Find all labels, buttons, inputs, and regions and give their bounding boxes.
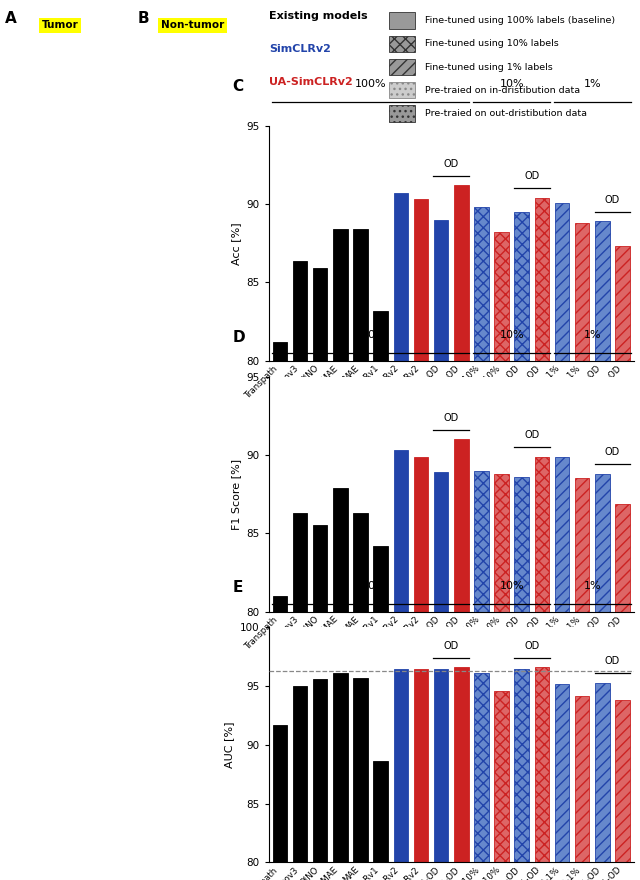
Text: SimCLRv2: SimCLRv2 [269, 44, 331, 55]
Bar [494, 691, 509, 862]
Bar [373, 311, 388, 361]
Bar [394, 669, 408, 862]
Bar [333, 488, 348, 612]
Bar [515, 669, 529, 862]
Text: D: D [232, 330, 245, 345]
Bar [595, 683, 610, 862]
Bar [292, 686, 307, 862]
Bar [413, 457, 428, 612]
Bar [555, 457, 570, 612]
Bar [595, 222, 610, 361]
Text: A: A [5, 11, 17, 26]
Text: 100%: 100% [355, 330, 387, 341]
FancyBboxPatch shape [389, 82, 415, 99]
Bar [575, 479, 589, 612]
Text: 1%: 1% [584, 581, 601, 591]
Text: OD: OD [605, 195, 620, 205]
Bar [515, 477, 529, 612]
Bar [273, 342, 287, 361]
Bar [353, 229, 368, 361]
Bar [454, 439, 468, 612]
Bar [313, 679, 328, 862]
FancyBboxPatch shape [389, 35, 415, 52]
Bar [394, 194, 408, 361]
Bar [474, 208, 489, 361]
Text: 10%: 10% [499, 581, 524, 591]
Y-axis label: F1 Score [%]: F1 Score [%] [231, 458, 241, 530]
Text: OD: OD [524, 641, 540, 651]
Text: Pre-traied on in-dristibution data: Pre-traied on in-dristibution data [424, 85, 580, 95]
Text: 10%: 10% [499, 79, 524, 90]
Bar [434, 220, 449, 361]
Text: UA-SimCLRv2: UA-SimCLRv2 [269, 77, 353, 86]
Bar [494, 473, 509, 612]
Bar [474, 673, 489, 862]
Bar [555, 684, 570, 862]
Text: OD: OD [444, 413, 459, 423]
Bar [273, 725, 287, 862]
Bar [615, 246, 630, 361]
Text: OD: OD [605, 447, 620, 458]
Bar [494, 232, 509, 361]
Text: 1%: 1% [584, 330, 601, 341]
Text: OD: OD [524, 430, 540, 440]
Text: Fine-tuned using 100% labels (baseline): Fine-tuned using 100% labels (baseline) [424, 16, 614, 26]
Bar [353, 513, 368, 612]
Bar [615, 700, 630, 862]
Bar [595, 473, 610, 612]
Text: 100%: 100% [355, 581, 387, 591]
FancyBboxPatch shape [389, 105, 415, 121]
Text: OD: OD [605, 656, 620, 666]
Bar [413, 669, 428, 862]
FancyBboxPatch shape [389, 59, 415, 76]
Bar [454, 186, 468, 361]
Text: Tumor: Tumor [42, 20, 78, 30]
Bar [394, 451, 408, 612]
Text: B: B [138, 11, 150, 26]
Bar [575, 223, 589, 361]
Bar [292, 260, 307, 361]
Text: Pre-traied on out-dristibution data: Pre-traied on out-dristibution data [424, 109, 587, 118]
Bar [373, 761, 388, 862]
Bar [333, 673, 348, 862]
Bar [534, 457, 549, 612]
Y-axis label: Acc [%]: Acc [%] [231, 222, 241, 265]
Text: E: E [232, 581, 243, 596]
Y-axis label: AUC [%]: AUC [%] [225, 722, 235, 768]
Bar [555, 202, 570, 361]
Bar [313, 525, 328, 612]
Text: Non-tumor: Non-tumor [161, 20, 224, 30]
Bar [515, 212, 529, 361]
Bar [353, 678, 368, 862]
Text: OD: OD [524, 172, 540, 181]
Text: 10%: 10% [499, 330, 524, 341]
Text: C: C [232, 79, 243, 94]
Bar [333, 229, 348, 361]
Bar [615, 503, 630, 612]
Text: 1%: 1% [584, 79, 601, 90]
Bar [373, 546, 388, 612]
Bar [454, 667, 468, 862]
FancyBboxPatch shape [389, 12, 415, 29]
Bar [474, 471, 489, 612]
Text: OD: OD [444, 641, 459, 651]
Bar [292, 513, 307, 612]
Bar [273, 596, 287, 612]
Bar [575, 695, 589, 862]
Bar [313, 268, 328, 361]
Bar [413, 200, 428, 361]
Text: 100%: 100% [355, 79, 387, 90]
Bar [534, 667, 549, 862]
Text: OD: OD [444, 159, 459, 169]
Text: Existing models: Existing models [269, 11, 367, 21]
Text: Fine-tuned using 1% labels: Fine-tuned using 1% labels [424, 62, 552, 71]
Bar [434, 669, 449, 862]
Bar [434, 473, 449, 612]
Text: Fine-tuned using 10% labels: Fine-tuned using 10% labels [424, 40, 558, 48]
Bar [534, 198, 549, 361]
